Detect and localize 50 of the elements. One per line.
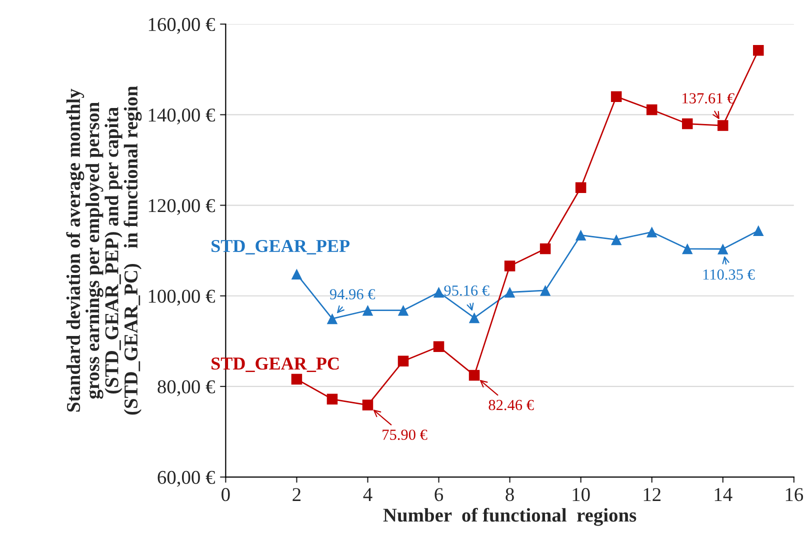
annotation: 94.96 € <box>330 289 376 300</box>
x-tick-label: 4 <box>363 488 372 501</box>
point <box>646 104 658 116</box>
annotation: 82.46 € <box>488 400 534 410</box>
y-tick-label: 100,00 € <box>148 290 215 306</box>
point <box>504 286 516 298</box>
x-tick-label: 6 <box>434 488 444 502</box>
y-tick-label: 80,00 € <box>158 380 215 396</box>
point <box>575 230 586 241</box>
point <box>433 286 444 298</box>
y-tick-label: 120,00 € <box>148 199 215 216</box>
point <box>718 120 728 131</box>
point <box>575 182 586 194</box>
y-tick-label: 140,00 € <box>148 108 215 124</box>
x-tick-label: 10 <box>572 488 590 502</box>
annotation: 110.35 € <box>703 269 755 280</box>
y-tick-label: 60,00 € <box>158 470 215 487</box>
point <box>468 312 480 324</box>
point <box>646 226 658 238</box>
point <box>540 243 551 254</box>
point <box>326 394 338 405</box>
x-axis-title: Number of functional regions <box>383 508 636 526</box>
y-axis-title: Standard deviation of average monthly gross earnings per employed person (STD_GEAR_PEP) and per capita (STD_GEAR_PC) in functional region <box>66 86 142 415</box>
x-tick-label: 12 <box>644 488 660 501</box>
point <box>610 234 622 246</box>
x-tick-label: 16 <box>786 488 804 502</box>
x-tick-label: 14 <box>714 488 732 501</box>
point <box>682 243 693 254</box>
point <box>362 400 374 410</box>
point <box>540 285 551 296</box>
point <box>291 268 302 280</box>
y-tick-label: 160,00 € <box>148 18 215 34</box>
point <box>610 91 622 102</box>
point <box>326 313 338 324</box>
point <box>504 260 516 272</box>
point <box>398 304 409 316</box>
point <box>433 341 444 352</box>
point <box>468 370 480 381</box>
point <box>362 304 374 316</box>
x-tick-label: 0 <box>222 488 230 502</box>
point <box>753 225 764 236</box>
point <box>398 356 409 366</box>
x-tick-label: 8 <box>506 488 514 502</box>
x-tick-label: 2 <box>292 488 300 501</box>
point <box>718 244 728 254</box>
point <box>753 45 764 56</box>
annotation: 95.16 € <box>444 285 490 296</box>
point <box>682 118 693 130</box>
point <box>291 374 302 385</box>
annotation: 75.90 € <box>382 430 428 440</box>
